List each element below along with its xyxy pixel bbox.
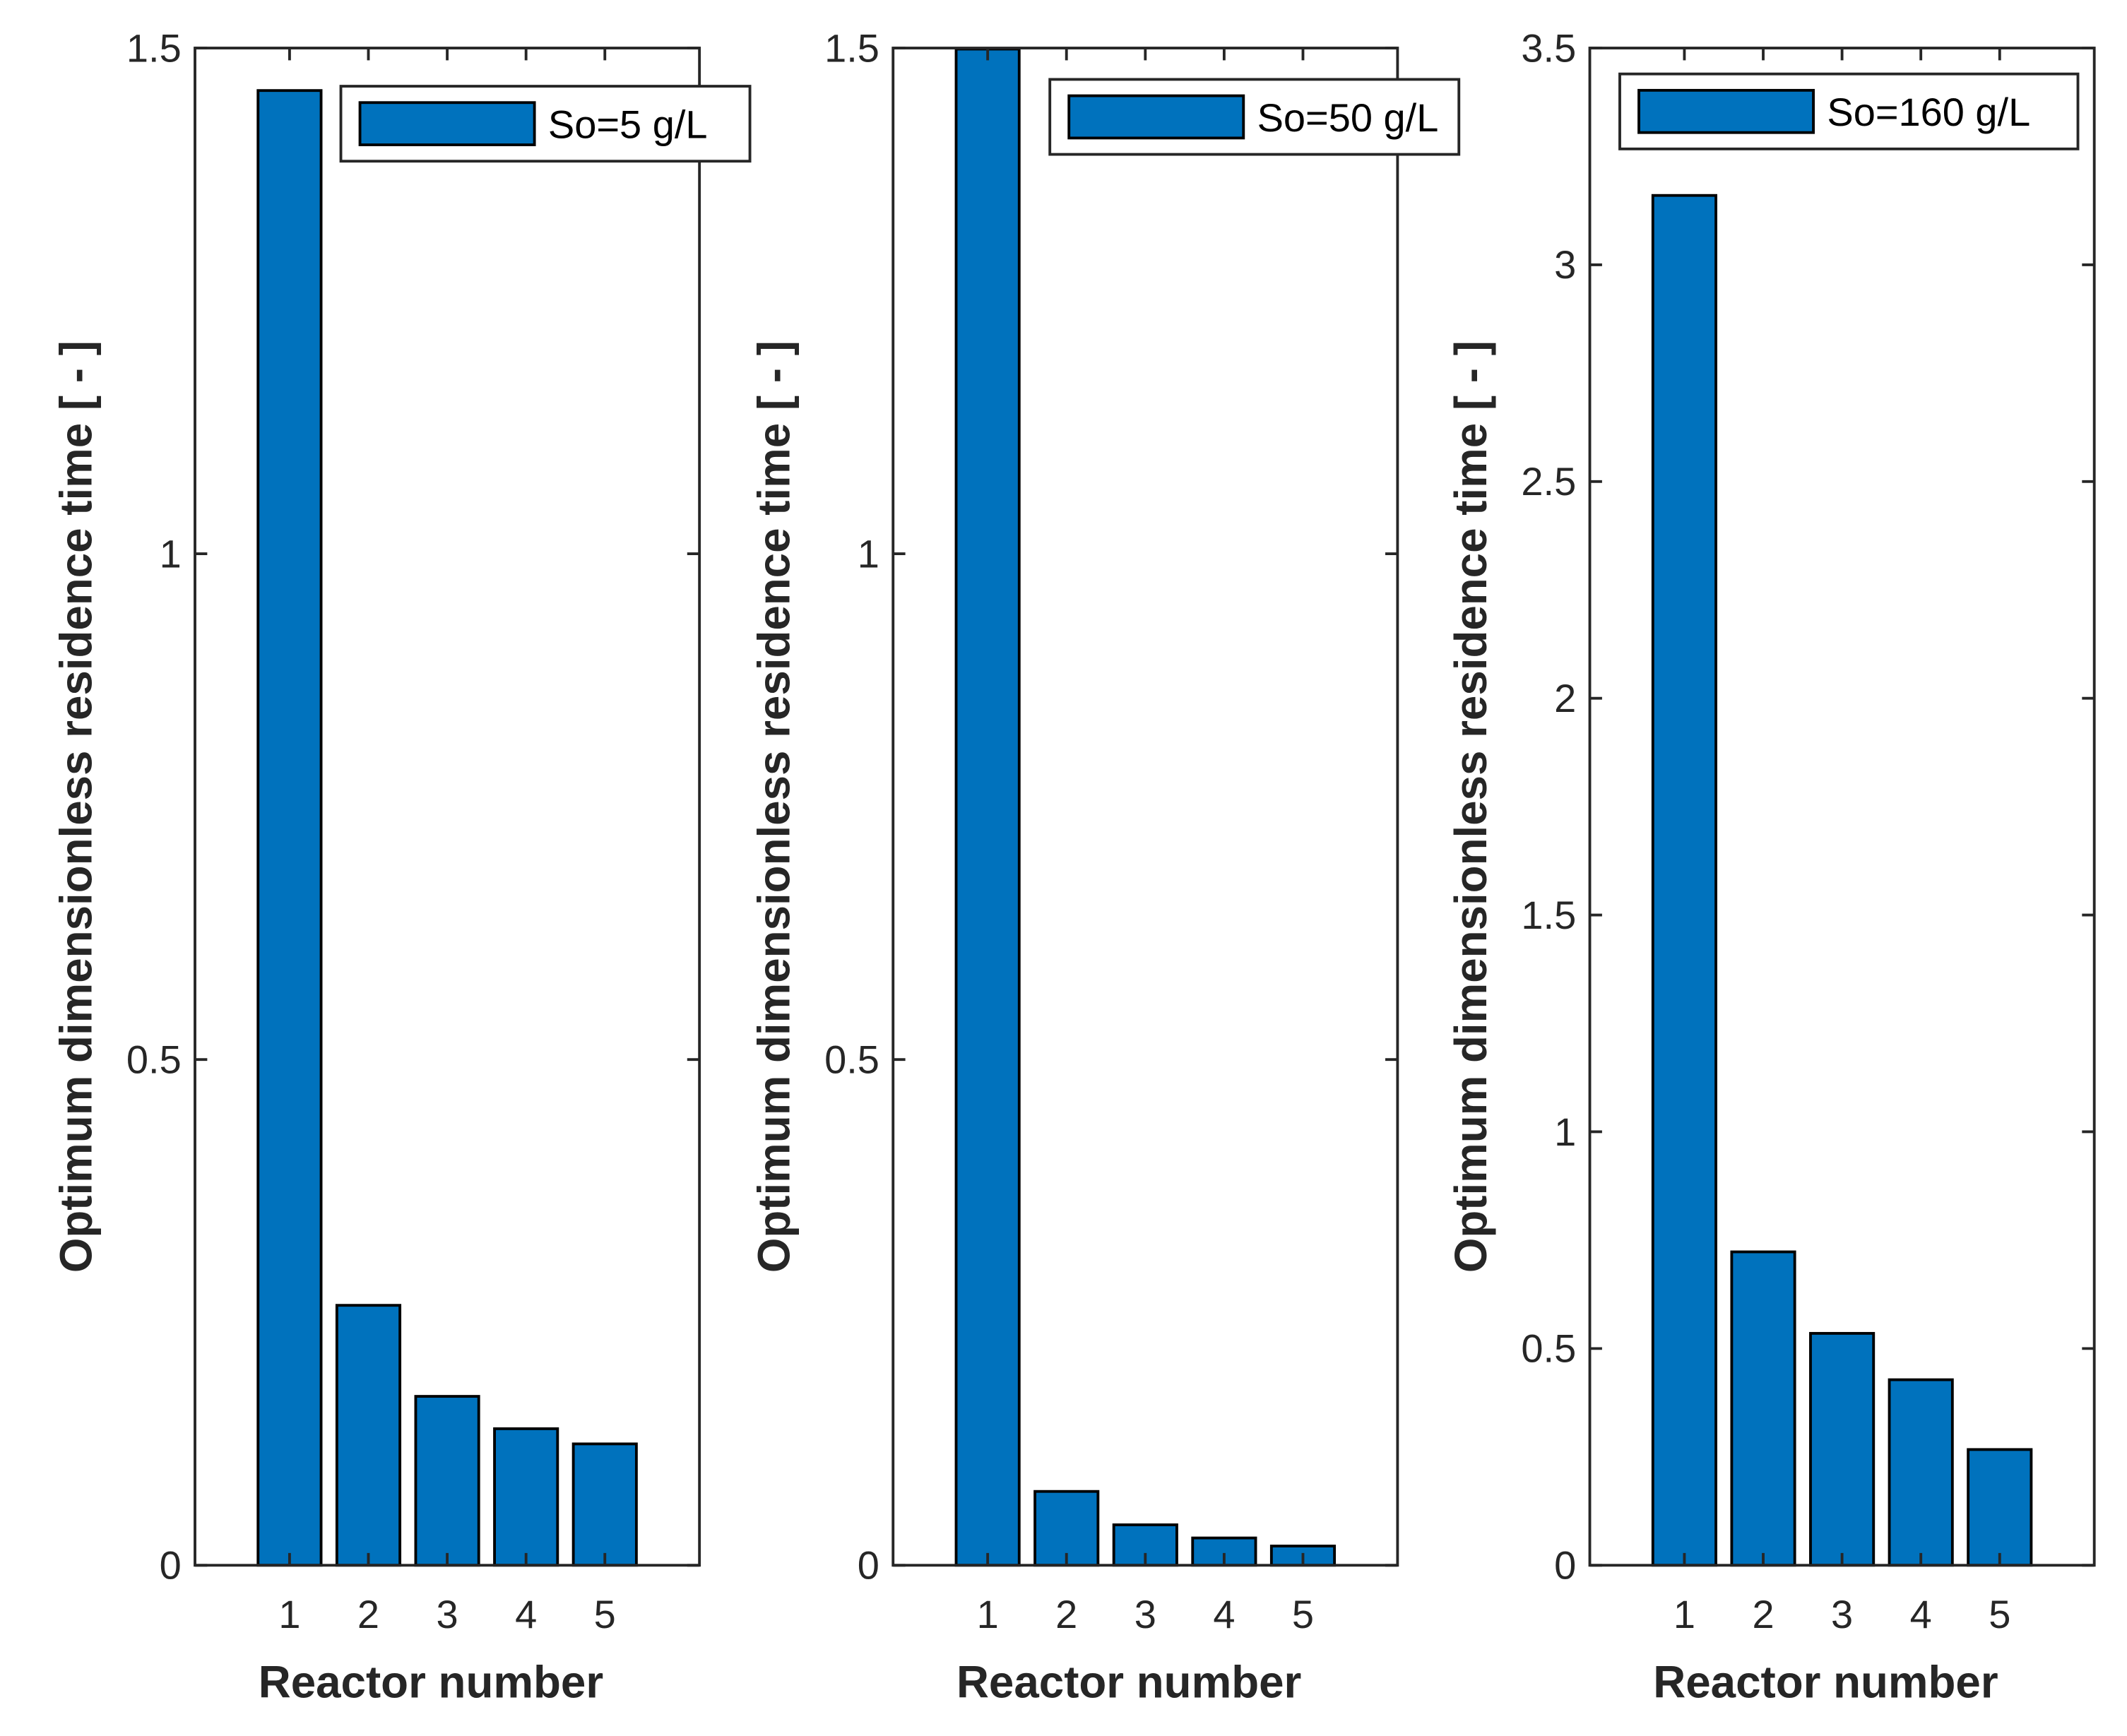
bar-1 bbox=[954, 47, 1021, 1567]
x-tick-label: 1 bbox=[1673, 1592, 1695, 1636]
chart-panel-3: 0 0.5 1 1.5 2 2.5 3 3.5 1 2 3 4 5 Reactor number Optim… bbox=[1446, 25, 2096, 1707]
bar-2 bbox=[1730, 1250, 1796, 1567]
bar-5 bbox=[571, 1442, 638, 1567]
y-tick-label: 0 bbox=[160, 1543, 182, 1588]
x-tick-label: 2 bbox=[1055, 1592, 1077, 1636]
y-tick-label: 1.5 bbox=[126, 25, 182, 70]
x-tick-label: 3 bbox=[1134, 1592, 1156, 1636]
y-tick-label: 0.5 bbox=[824, 1037, 879, 1081]
bar-1 bbox=[256, 89, 323, 1567]
bar-5 bbox=[1967, 1448, 2033, 1567]
x-tick-label: 2 bbox=[1752, 1592, 1774, 1636]
x-tick-label: 3 bbox=[437, 1592, 458, 1636]
legend-swatch bbox=[1067, 94, 1245, 140]
x-tick-label: 1 bbox=[977, 1592, 999, 1636]
y-tick-label: 1 bbox=[858, 531, 879, 576]
y-tick-label: 3.5 bbox=[1521, 25, 1576, 70]
legend-swatch bbox=[358, 101, 536, 146]
x-tick-label: 2 bbox=[357, 1592, 379, 1636]
y-tick-label: 0 bbox=[858, 1543, 879, 1588]
y-tick-label: 1 bbox=[160, 531, 182, 576]
y-tick-label: 0.5 bbox=[1521, 1326, 1576, 1371]
y-tick-label: 1.5 bbox=[824, 25, 879, 70]
chart-panel-2: 0 0.5 1 1.5 1 2 3 4 5 Reactor number Optimum dimen… bbox=[750, 25, 1461, 1707]
bar-3 bbox=[1809, 1331, 1876, 1567]
x-axis-label: Reactor number bbox=[956, 1657, 1301, 1707]
legend-label: So=5 g/L bbox=[548, 102, 708, 146]
y-axis-label: Optimum dimensionless residence time [ -… bbox=[750, 340, 800, 1273]
bar-4 bbox=[1888, 1378, 1954, 1567]
y-tick-label: 2 bbox=[1554, 676, 1576, 720]
x-tick-label: 1 bbox=[278, 1592, 300, 1636]
legend-label: So=50 g/L bbox=[1257, 95, 1439, 140]
x-tick-label: 5 bbox=[1292, 1592, 1314, 1636]
y-axis-label: Optimum dimensionless residence time [ -… bbox=[1446, 340, 1496, 1273]
legend: So=160 g/L bbox=[1618, 72, 2080, 150]
legend-swatch bbox=[1637, 88, 1815, 134]
y-tick-label: 0.5 bbox=[126, 1037, 182, 1081]
x-axis-label: Reactor number bbox=[259, 1657, 603, 1707]
y-tick-label: 1 bbox=[1554, 1110, 1576, 1154]
y-tick-label: 3 bbox=[1554, 242, 1576, 287]
bar-2 bbox=[1033, 1490, 1100, 1567]
x-tick-label: 4 bbox=[1910, 1592, 1932, 1636]
y-axis-label: Optimum dimensionless residence time [ -… bbox=[51, 340, 101, 1273]
legend-label: So=160 g/L bbox=[1827, 90, 2030, 134]
bar-1 bbox=[1651, 194, 1717, 1567]
chart-panel-1: 0 0.5 1 1.5 1 2 3 4 5 Reactor number Optimum dimen… bbox=[51, 25, 752, 1707]
x-axis-label: Reactor number bbox=[1653, 1657, 1998, 1707]
x-tick-label: 4 bbox=[1213, 1592, 1235, 1636]
legend-box bbox=[1618, 72, 2080, 150]
y-tick-label: 2.5 bbox=[1521, 459, 1576, 504]
y-tick-label: 0 bbox=[1554, 1543, 1576, 1588]
legend: So=5 g/L bbox=[339, 85, 752, 163]
x-tick-label: 5 bbox=[1989, 1592, 2010, 1636]
x-tick-label: 3 bbox=[1831, 1592, 1853, 1636]
bar-4 bbox=[493, 1427, 559, 1567]
x-tick-label: 5 bbox=[594, 1592, 616, 1636]
legend: So=50 g/L bbox=[1048, 78, 1461, 156]
bar-3 bbox=[414, 1395, 480, 1567]
y-tick-label: 1.5 bbox=[1521, 893, 1576, 937]
bar-2 bbox=[335, 1304, 402, 1567]
x-tick-label: 4 bbox=[515, 1592, 537, 1636]
